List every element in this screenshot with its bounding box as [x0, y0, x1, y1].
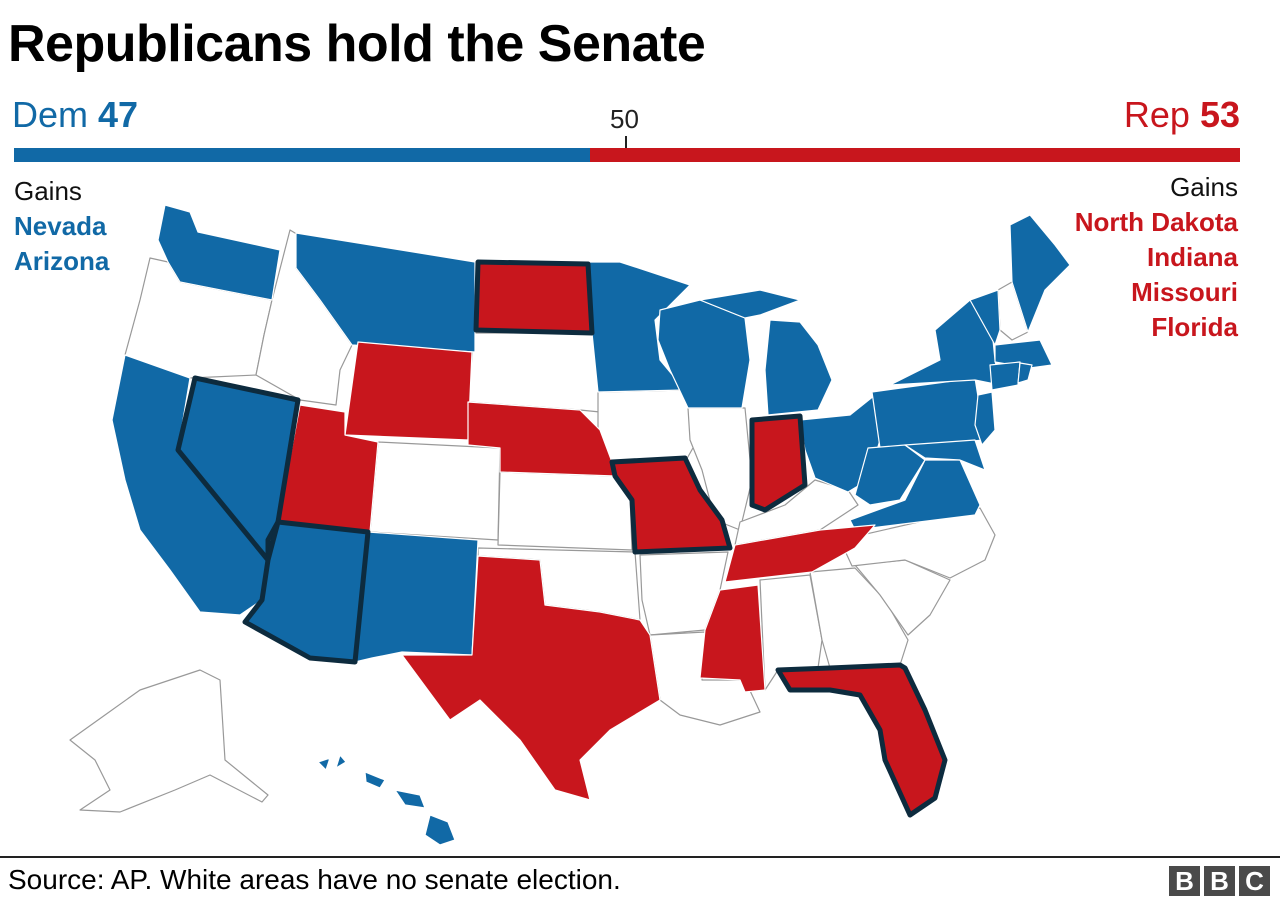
logo-letter: C [1239, 866, 1270, 896]
state-washington [157, 204, 281, 301]
dem-gain-state: Nevada [14, 211, 107, 241]
dem-gains: Gains Nevada Arizona [14, 174, 109, 279]
dem-gains-heading: Gains [14, 176, 82, 206]
state-texas [401, 555, 661, 801]
us-senate-map [69, 204, 1071, 846]
state-mississippi [699, 584, 766, 693]
state-hawaii [317, 754, 456, 846]
state-minnesota [587, 261, 691, 393]
state-michigan [699, 289, 833, 416]
seat-bar-rep [590, 148, 1240, 162]
state-kansas [497, 471, 633, 551]
rep-party: Rep [1123, 94, 1190, 135]
seat-bar-dem [14, 148, 591, 162]
state-montana [295, 232, 476, 353]
dem-seat-count: 47 [98, 94, 139, 135]
state-florida [775, 662, 948, 818]
state-north-dakota [473, 259, 595, 336]
footer-divider [0, 856, 1280, 858]
majority-tick [625, 136, 627, 150]
state-georgia [809, 567, 909, 669]
rep-gains: Gains North Dakota Indiana Missouri Flor… [1075, 170, 1238, 345]
rep-gains-heading: Gains [1170, 172, 1238, 202]
seat-bar [14, 148, 1240, 162]
state-massachusetts [994, 339, 1053, 369]
state-missouri [609, 455, 733, 555]
state-connecticut [989, 361, 1021, 391]
rep-gain-state: Florida [1151, 312, 1238, 342]
dem-party: Dem [12, 94, 89, 135]
rep-gain-state: Indiana [1146, 242, 1238, 272]
logo-letter: B [1169, 866, 1200, 896]
rep-gain-state: North Dakota [1074, 207, 1238, 237]
state-rhode-island [1017, 362, 1033, 384]
state-maine [1009, 214, 1071, 333]
state-illinois [687, 407, 753, 531]
source-note: Source: AP. White areas have no senate e… [8, 864, 621, 895]
state-north-carolina [839, 507, 996, 579]
logo-letter: B [1204, 866, 1235, 896]
state-wyoming [344, 341, 473, 441]
state-new-jersey [974, 391, 996, 446]
state-indiana [749, 413, 808, 513]
dem-gain-state: Arizona [14, 246, 110, 276]
state-alaska [69, 669, 269, 813]
state-virginia [849, 459, 981, 531]
state-new-mexico [354, 531, 479, 663]
dem-seat-label: Dem 47 [12, 94, 138, 136]
majority-mark-label: 50 [610, 104, 639, 134]
rep-seat-count: 53 [1199, 94, 1240, 135]
state-tennessee [724, 524, 876, 583]
chart-title: Republicans hold the Senate [8, 15, 706, 73]
bbc-logo: B B C [1169, 866, 1270, 896]
rep-seat-label: Rep 53 [1124, 94, 1240, 136]
state-delaware-maryland [904, 439, 986, 471]
state-south-dakota [467, 332, 601, 413]
state-colorado [369, 441, 501, 541]
state-vermont [969, 289, 1001, 346]
state-arizona [242, 519, 371, 665]
state-pennsylvania [871, 377, 986, 449]
rep-gain-state: Missouri [1131, 277, 1238, 307]
state-nevada [175, 375, 301, 563]
